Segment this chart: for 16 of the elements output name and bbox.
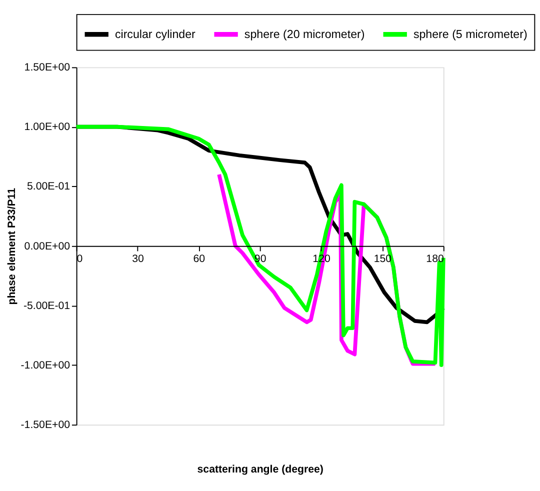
- y-tick-label: -1.50E+00: [20, 419, 70, 432]
- legend-label: circular cylinder: [114, 29, 196, 42]
- y-tick-label: -5.00E-01: [23, 300, 70, 312]
- x-tick-label: 180: [426, 252, 444, 265]
- y-tick-label: 5.00E-01: [26, 180, 70, 193]
- y-axis-title: phase element P33/P11: [6, 188, 18, 305]
- line-series: [74, 124, 446, 367]
- x-tick-label: 60: [193, 252, 206, 265]
- y-tick-label: 1.50E+00: [24, 62, 70, 74]
- legend-label: sphere (20 micrometer): [244, 29, 365, 42]
- x-axis-title: scattering angle (degree): [197, 463, 324, 476]
- x-tick-label: 30: [132, 252, 144, 265]
- legend-label: sphere (5 micrometer): [413, 29, 528, 42]
- y-tick-label: -1.00E+00: [20, 359, 70, 372]
- y-tick-label: 1.00E+00: [24, 121, 70, 134]
- y-tick-label: 0.00E+00: [24, 240, 70, 252]
